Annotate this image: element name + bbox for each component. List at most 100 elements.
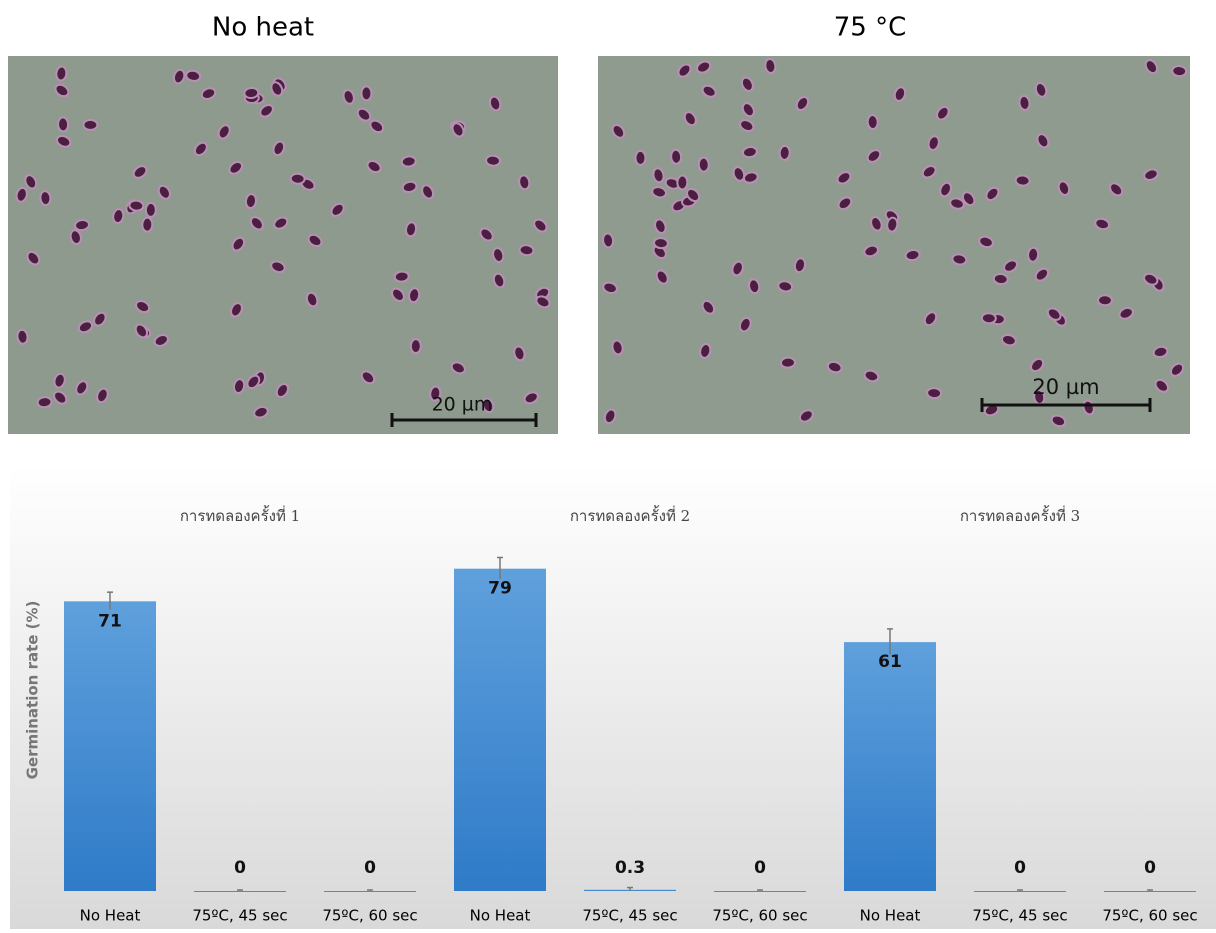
spore bbox=[904, 248, 921, 262]
chart-background bbox=[10, 465, 1216, 929]
error-bar bbox=[497, 556, 503, 579]
scale-label: 20 µm bbox=[432, 394, 493, 416]
spore bbox=[602, 281, 618, 295]
spore bbox=[701, 299, 716, 315]
spore bbox=[134, 323, 149, 339]
spore bbox=[408, 287, 421, 304]
spore bbox=[342, 89, 355, 105]
spore bbox=[1036, 133, 1050, 149]
spore bbox=[654, 218, 667, 234]
spore bbox=[307, 233, 323, 248]
scale-label: 20 µm bbox=[1032, 375, 1099, 399]
spore bbox=[696, 60, 712, 74]
spore bbox=[513, 345, 526, 362]
spore bbox=[826, 360, 843, 374]
y-axis-label: Germination rate (%) bbox=[24, 601, 42, 780]
spore bbox=[69, 229, 82, 246]
spore bbox=[742, 171, 759, 184]
spore bbox=[132, 165, 148, 179]
spore bbox=[360, 370, 376, 385]
spore bbox=[16, 328, 29, 345]
spore bbox=[978, 235, 994, 249]
error-bar bbox=[1147, 889, 1153, 891]
spore bbox=[485, 154, 502, 167]
spore bbox=[741, 102, 755, 118]
x-tick-label: 75ºC, 45 sec bbox=[192, 907, 287, 925]
spore bbox=[651, 186, 668, 199]
bar bbox=[974, 891, 1066, 892]
spore bbox=[259, 103, 274, 118]
spore bbox=[741, 146, 758, 159]
spore bbox=[53, 372, 66, 389]
spore bbox=[699, 343, 712, 359]
spore bbox=[980, 312, 997, 325]
error-bar bbox=[107, 591, 113, 610]
spore bbox=[518, 174, 531, 191]
spore bbox=[479, 227, 494, 242]
spore bbox=[246, 374, 261, 390]
spore bbox=[1000, 334, 1017, 347]
image-title: No heat bbox=[212, 13, 314, 43]
spore bbox=[400, 155, 417, 168]
x-tick-label: 75ºC, 60 sec bbox=[322, 907, 417, 925]
spore bbox=[36, 396, 53, 409]
spore bbox=[533, 218, 548, 233]
spore bbox=[1030, 357, 1045, 373]
spore bbox=[837, 196, 853, 211]
spore bbox=[863, 244, 879, 258]
spore bbox=[738, 316, 752, 333]
spore bbox=[112, 208, 125, 225]
spore bbox=[778, 144, 791, 161]
spore bbox=[144, 201, 157, 218]
spore bbox=[670, 148, 683, 165]
spore bbox=[26, 250, 41, 266]
spore bbox=[634, 149, 647, 166]
spore bbox=[200, 87, 217, 100]
spore bbox=[777, 280, 794, 293]
spore bbox=[798, 409, 814, 423]
spore bbox=[1057, 180, 1071, 196]
spore bbox=[249, 216, 264, 231]
error-bar bbox=[367, 889, 373, 891]
spore bbox=[939, 181, 953, 198]
spore bbox=[356, 107, 372, 122]
spore bbox=[15, 186, 28, 203]
spore bbox=[836, 171, 852, 185]
spore bbox=[305, 291, 319, 308]
spore bbox=[330, 202, 345, 217]
spore bbox=[655, 269, 669, 285]
spore bbox=[1152, 345, 1169, 359]
error-bar bbox=[627, 886, 633, 891]
spore bbox=[1109, 182, 1124, 197]
spore bbox=[193, 141, 208, 157]
error-bar bbox=[237, 889, 243, 891]
spore bbox=[866, 149, 882, 163]
spore bbox=[739, 119, 755, 133]
spore bbox=[243, 86, 260, 100]
spore bbox=[74, 218, 90, 232]
spore bbox=[421, 184, 435, 200]
spore bbox=[272, 140, 286, 157]
value-label: 0 bbox=[364, 858, 376, 878]
spore bbox=[57, 116, 70, 133]
spore bbox=[926, 387, 943, 400]
spore bbox=[55, 65, 68, 82]
micrograph bbox=[8, 56, 558, 434]
error-bar bbox=[887, 628, 893, 655]
bar bbox=[194, 891, 286, 892]
spore bbox=[360, 85, 373, 102]
spore bbox=[652, 167, 665, 184]
spore bbox=[886, 216, 899, 233]
spore bbox=[450, 361, 466, 375]
spore bbox=[228, 160, 244, 175]
spore bbox=[273, 216, 289, 230]
spore bbox=[697, 156, 710, 173]
spore bbox=[732, 166, 746, 182]
value-label: 71 bbox=[98, 611, 122, 631]
spore bbox=[157, 184, 171, 200]
value-label: 0 bbox=[1014, 858, 1026, 878]
spore bbox=[24, 174, 38, 190]
spore bbox=[134, 300, 151, 314]
spore bbox=[518, 244, 535, 257]
